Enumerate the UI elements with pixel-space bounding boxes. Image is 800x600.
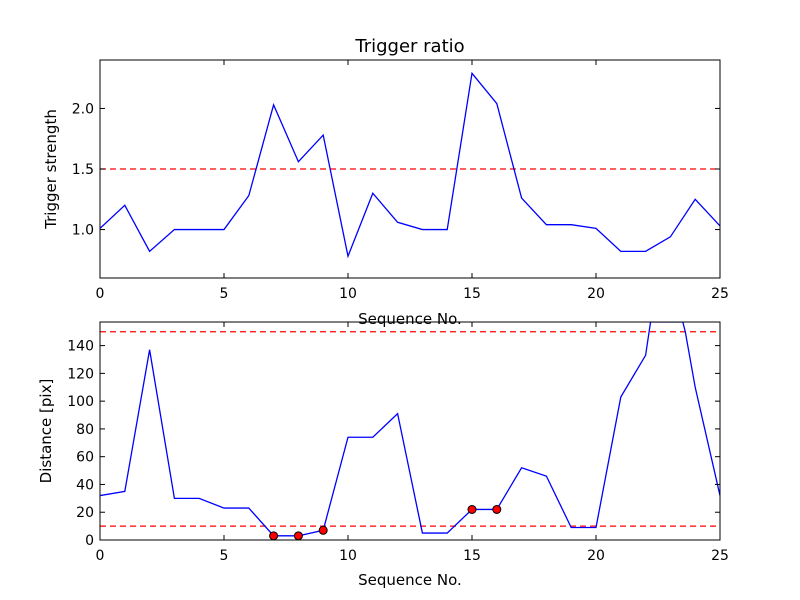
distance-marker-4	[492, 504, 502, 514]
distance-x-axis-label: Sequence No.	[358, 571, 462, 589]
distance-ytick-label-0: 0	[85, 533, 94, 549]
distance-series-line-0	[100, 322, 720, 537]
distance-xtick-label-0: 0	[96, 548, 105, 564]
distance-marker-1	[293, 531, 303, 541]
distance-marker-0	[269, 531, 279, 541]
trigger-y-axis-label: Trigger strength	[42, 109, 60, 230]
trigger-ratio-panel: 0 5 10 15 20 25 1.0 1.5 2.0 Sequence No. Trigger s…	[42, 36, 729, 328]
trigger-x-axis-label: Sequence No.	[358, 310, 462, 328]
trigger-ytick-label-2: 2.0	[72, 101, 94, 117]
distance-panel: 0 5 10 15 20 25 0 20 40 60 80 100 120 140 Sequence No.…	[37, 321, 729, 589]
distance-ytick-label-6: 120	[67, 366, 94, 382]
distance-y-axis-label: Distance [pix]	[37, 379, 55, 484]
distance-plot-area	[100, 322, 720, 537]
distance-ytick-label-1: 20	[76, 505, 94, 521]
trigger-xtick-label-4: 20	[587, 286, 605, 302]
distance-marker-2	[318, 525, 328, 535]
trigger-chart-title: Trigger ratio	[354, 36, 464, 57]
distance-xtick-label-4: 20	[587, 548, 605, 564]
trigger-series-line-0	[100, 71, 720, 259]
trigger-xtick-label-2: 10	[339, 286, 357, 302]
distance-axes-frame	[99, 321, 721, 541]
distance-xtick-label-3: 15	[463, 548, 481, 564]
trigger-xtick-label-1: 5	[220, 286, 229, 302]
trigger-xtick-label-5: 25	[711, 286, 729, 302]
distance-ytick-label-5: 100	[67, 394, 94, 410]
trigger-xtick-label-3: 15	[463, 286, 481, 302]
trigger-xtick-label-0: 0	[96, 286, 105, 302]
distance-ytick-label-2: 40	[76, 477, 94, 493]
trigger-ytick-label-1: 1.5	[72, 162, 94, 178]
distance-xtick-label-2: 10	[339, 548, 357, 564]
distance-xtick-label-5: 25	[711, 548, 729, 564]
distance-ytick-label-3: 60	[76, 450, 94, 466]
trigger-plot-area	[100, 71, 720, 259]
trigger-ytick-label-0: 1.0	[72, 223, 94, 239]
distance-marker-3	[467, 504, 477, 514]
distance-xtick-label-1: 5	[220, 548, 229, 564]
distance-ytick-label-4: 80	[76, 422, 94, 438]
distance-ytick-label-7: 140	[67, 339, 94, 355]
